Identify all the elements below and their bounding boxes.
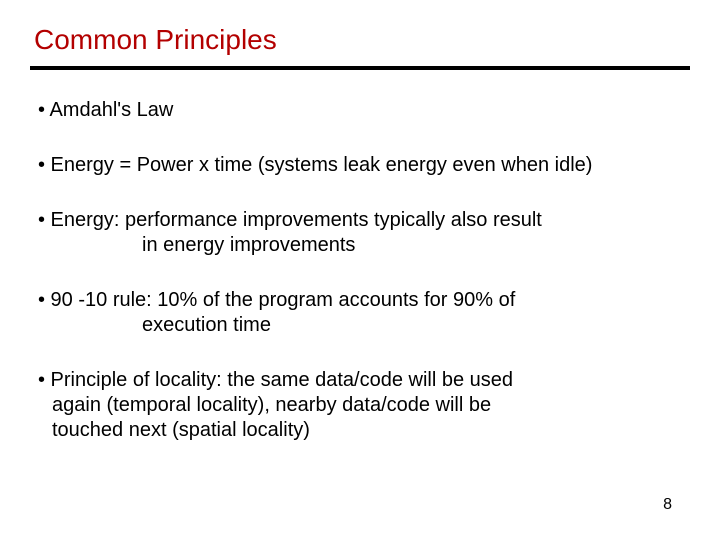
bullet-item: • Amdahl's Law [38, 98, 690, 123]
bullet-item: • Energy: performance improvements typic… [38, 208, 690, 258]
bullet-continuation: touched next (spatial locality) [38, 418, 690, 443]
bullet-item: • 90 -10 rule: 10% of the program accoun… [38, 288, 690, 338]
bullet-continuation: in energy improvements [38, 233, 690, 258]
bullet-text: • Amdahl's Law [38, 99, 173, 121]
bullet-item: • Principle of locality: the same data/c… [38, 368, 690, 443]
bullet-text: • Energy: performance improvements typic… [38, 209, 542, 231]
bullet-list: • Amdahl's Law • Energy = Power x time (… [30, 98, 690, 443]
page-number: 8 [663, 496, 672, 514]
slide: Common Principles • Amdahl's Law • Energ… [0, 0, 720, 540]
bullet-continuation: execution time [38, 313, 690, 338]
title-underline [30, 66, 690, 70]
bullet-text: • Principle of locality: the same data/c… [38, 369, 513, 391]
bullet-text: • Energy = Power x time (systems leak en… [38, 154, 592, 176]
bullet-text: • 90 -10 rule: 10% of the program accoun… [38, 289, 515, 311]
bullet-item: • Energy = Power x time (systems leak en… [38, 153, 690, 178]
slide-title: Common Principles [34, 24, 690, 56]
bullet-continuation: again (temporal locality), nearby data/c… [38, 393, 690, 418]
